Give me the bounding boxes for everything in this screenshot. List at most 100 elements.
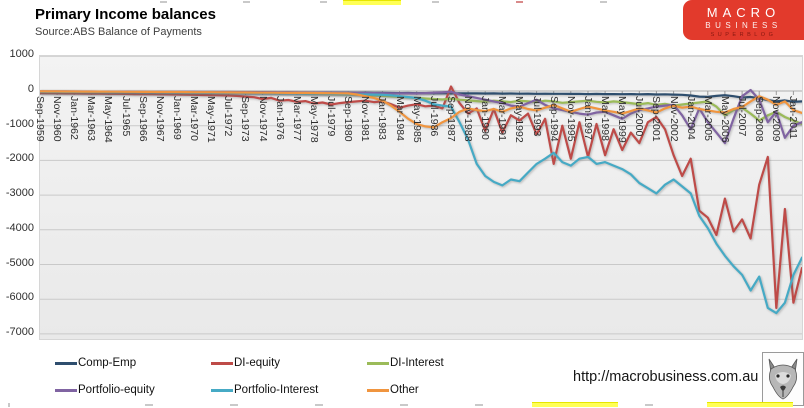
x-tick-label: Mar-1984 xyxy=(393,96,406,141)
legend-item-comp-emp: Comp-Emp xyxy=(55,356,136,370)
edge-mark xyxy=(400,404,408,406)
x-tick-label: May-2006 xyxy=(718,96,731,143)
x-tick-label: Jul-1986 xyxy=(427,96,440,137)
legend-item-di-equity: DI-equity xyxy=(211,356,280,370)
legend-swatch-2 xyxy=(367,361,389,365)
legend-label: Portfolio-equity xyxy=(78,384,155,396)
y-tick-label: -3000 xyxy=(5,187,34,200)
x-tick-label: Mar-1970 xyxy=(188,96,201,141)
x-tick-label: Sep-1980 xyxy=(342,96,355,142)
legend-item-portfolio-equity: Portfolio-equity xyxy=(55,383,155,397)
x-tick-label: Sep-2008 xyxy=(753,96,766,142)
plot-area: Sep-1959 Nov-1960 Jan-1962 Mar-1963 May-1964… xyxy=(34,55,804,340)
x-tick-label: Mar-1977 xyxy=(290,96,303,141)
legend-item-di-interest: DI-Interest xyxy=(367,356,444,370)
x-tick-label: Jan-1990 xyxy=(479,96,492,140)
x-tick-label: Sep-1966 xyxy=(136,96,149,142)
logo-line-superblog: SUPERBLOG xyxy=(710,32,777,38)
edge-mark xyxy=(8,403,10,407)
x-tick-label: Mar-1991 xyxy=(496,96,509,141)
legend-item-portfolio-interest: Portfolio-Interest xyxy=(211,383,318,397)
x-tick-label: Nov-1967 xyxy=(153,96,166,142)
logo-line-macro: MACRO xyxy=(706,5,781,20)
x-tick-label: May-1985 xyxy=(410,96,423,143)
line-chart-canvas xyxy=(38,55,804,335)
wolf-icon xyxy=(768,358,798,400)
legend-label: DI-equity xyxy=(234,357,281,369)
x-tick-label: Mar-1963 xyxy=(85,96,98,141)
y-tick-label: -1000 xyxy=(5,117,34,130)
x-tick-label: May-1978 xyxy=(307,96,320,143)
edge-mark xyxy=(145,404,153,406)
edge-mark xyxy=(230,404,238,406)
x-tick-label: Jan-2011 xyxy=(787,96,800,140)
y-axis-labels: 1000 0 -1000 -2000 -3000 -4000 -5000 -6000 -7000 xyxy=(0,0,36,408)
legend-label: DI-Interest xyxy=(390,357,444,369)
legend-item-other: Other xyxy=(367,383,419,397)
x-tick-label: Sep-1959 xyxy=(34,96,46,142)
edge-mark xyxy=(432,1,439,3)
bottom-highlight-cell xyxy=(707,402,793,407)
legend-swatch-3 xyxy=(55,388,77,392)
legend-swatch-4 xyxy=(211,388,233,392)
x-tick-label: Jul-2007 xyxy=(736,96,749,137)
chart-source: Source:ABS Balance of Payments xyxy=(35,26,202,38)
x-tick-label: Nov-2009 xyxy=(770,96,783,142)
legend-label: Comp-Emp xyxy=(78,357,137,369)
top-edge-row xyxy=(0,0,804,5)
x-tick-label: Sep-1973 xyxy=(239,96,252,142)
edge-mark xyxy=(160,1,167,3)
x-tick-label: Jan-1962 xyxy=(68,96,81,140)
x-tick-label: Jul-1972 xyxy=(222,96,235,137)
chart-title: Primary Income balances xyxy=(35,6,216,23)
x-tick-label: Mar-1998 xyxy=(599,96,612,141)
x-tick-label: Nov-1974 xyxy=(256,96,269,142)
x-tick-label: Nov-1981 xyxy=(359,96,372,142)
x-tick-label: Jul-2000 xyxy=(633,96,646,137)
edge-mark xyxy=(475,404,483,406)
x-tick-label: Nov-2002 xyxy=(667,96,680,142)
edge-mark xyxy=(320,1,327,3)
x-tick-label: Nov-1960 xyxy=(51,96,64,142)
legend-swatch-5 xyxy=(367,388,389,392)
x-tick-label: Jan-2004 xyxy=(684,96,697,140)
bottom-highlight-cell xyxy=(532,402,618,407)
bottom-edge-row xyxy=(0,400,804,408)
legend-swatch-1 xyxy=(211,361,233,365)
x-tick-label: Jan-1983 xyxy=(376,96,389,140)
x-tick-label: Nov-1995 xyxy=(564,96,577,142)
y-tick-label: 0 xyxy=(27,83,34,95)
y-tick-label: -4000 xyxy=(5,221,34,234)
x-tick-label: Jul-1965 xyxy=(119,96,132,137)
edge-mark xyxy=(315,404,323,406)
site-url[interactable]: http://macrobusiness.com.au xyxy=(573,369,759,385)
x-tick-label: Jan-1969 xyxy=(170,96,183,140)
x-tick-label: Nov-1988 xyxy=(462,96,475,142)
x-tick-label: Jul-1979 xyxy=(325,96,338,137)
y-tick-label: 1000 xyxy=(9,48,34,61)
edge-mark xyxy=(516,1,523,3)
x-tick-label: May-1971 xyxy=(205,96,218,143)
x-tick-label: May-1992 xyxy=(513,96,526,143)
x-tick-label: Mar-2005 xyxy=(701,96,714,141)
x-tick-label: May-1999 xyxy=(616,96,629,143)
x-tick-label: Sep-1987 xyxy=(444,96,457,142)
y-tick-label: -7000 xyxy=(5,325,34,338)
x-tick-label: Sep-1994 xyxy=(547,96,560,142)
macrobusiness-logo[interactable]: MACRO BUSINESS SUPERBLOG xyxy=(683,0,804,40)
x-tick-label: Jul-1993 xyxy=(530,96,543,137)
y-tick-label: -2000 xyxy=(5,152,34,165)
top-highlight-cell xyxy=(343,0,401,5)
x-tick-label: Jan-1997 xyxy=(581,96,594,140)
y-tick-label: -6000 xyxy=(5,291,34,304)
x-tick-label: Jan-1976 xyxy=(273,96,286,140)
x-tick-label: May-1964 xyxy=(102,96,115,143)
legend-swatch-0 xyxy=(55,361,77,365)
edge-mark xyxy=(645,404,653,406)
x-tick-label: Sep-2001 xyxy=(650,96,663,142)
wolf-logo xyxy=(762,352,804,406)
edge-mark xyxy=(243,1,250,3)
logo-line-business: BUSINESS xyxy=(705,21,782,30)
y-tick-label: -5000 xyxy=(5,256,34,269)
legend-label: Portfolio-Interest xyxy=(234,384,319,396)
